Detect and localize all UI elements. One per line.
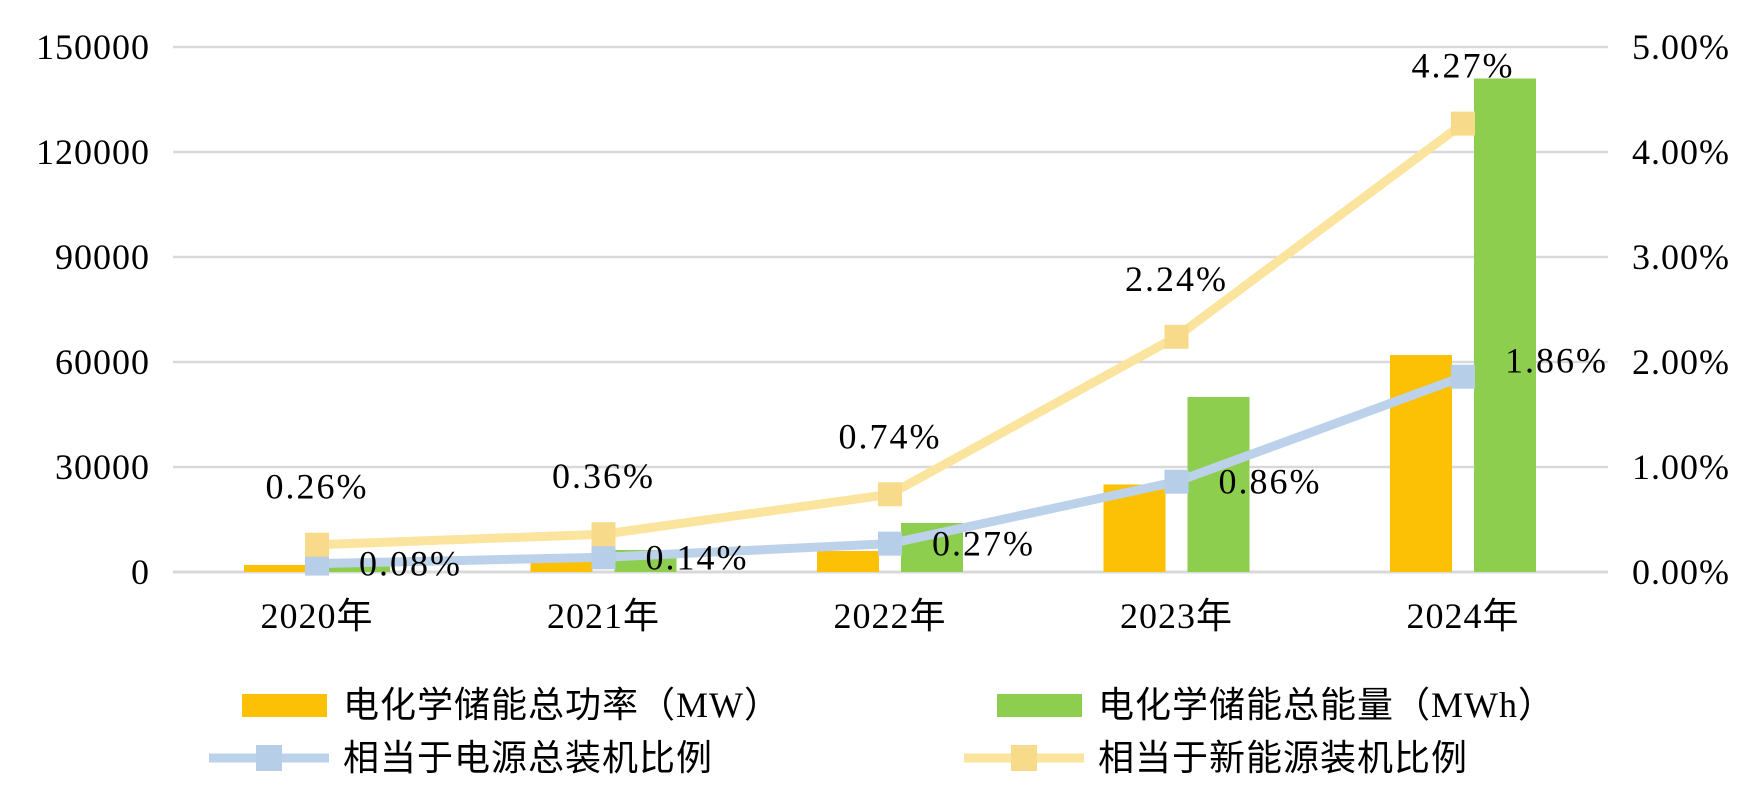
legend-marker-grid-capacity-ratio-line — [209, 735, 329, 781]
left-axis-tick-label: 30000 — [55, 447, 150, 487]
marker-grid-capacity-ratio-2022年 — [878, 531, 902, 556]
data-label-grid-capacity-ratio-2022年: 0.27% — [932, 524, 1035, 564]
bar-total-power-2022年 — [817, 551, 879, 572]
legend-swatch-total-energy-bar — [997, 693, 1082, 717]
marker-grid-capacity-ratio-2021年 — [591, 545, 616, 570]
marker-grid-capacity-ratio-2024年 — [1451, 364, 1475, 389]
legend-item-total-energy: 电化学储能总能量（MWh） — [997, 682, 1555, 728]
right-axis-tick-label: 4.00% — [1632, 132, 1730, 172]
legend-item-newenergy-capacity-ratio: 相当于新能源装机比例 — [964, 735, 1468, 781]
x-axis-tick-label: 2024年 — [1406, 596, 1519, 636]
right-axis-tick-label: 2.00% — [1632, 342, 1730, 382]
legend-item-total-power: 电化学储能总功率（MW） — [242, 682, 781, 728]
marker-newenergy-capacity-ratio-2020年 — [305, 532, 329, 557]
x-axis-tick-label: 2021年 — [547, 596, 660, 636]
marker-newenergy-capacity-ratio-2022年 — [878, 482, 902, 507]
legend-swatch-total-power-bar — [242, 693, 327, 717]
right-axis-tick-label: 1.00% — [1632, 447, 1730, 487]
right-axis-tick-label: 5.00% — [1632, 27, 1730, 67]
data-label-newenergy-capacity-ratio-2023年: 2.24% — [1125, 259, 1228, 299]
left-axis-tick-label: 150000 — [36, 27, 150, 67]
bar-total-energy-2023年 — [1187, 397, 1250, 572]
legend-item-grid-capacity-ratio: 相当于电源总装机比例 — [209, 735, 713, 781]
marker-grid-capacity-ratio-2023年 — [1164, 469, 1189, 494]
left-axis-tick-label: 0 — [131, 552, 150, 592]
bar-total-power-2020年 — [244, 565, 306, 572]
data-label-grid-capacity-ratio-2024年: 1.86% — [1505, 341, 1608, 381]
legend-square-marker-grid-capacity-ratio — [256, 745, 282, 771]
marker-newenergy-capacity-ratio-2023年 — [1164, 324, 1189, 349]
bar-total-energy-2020年 — [328, 563, 390, 572]
data-label-newenergy-capacity-ratio-2022年: 0.74% — [839, 416, 942, 456]
right-axis-tick-label: 3.00% — [1632, 237, 1730, 277]
data-label-newenergy-capacity-ratio-2021年: 0.36% — [552, 456, 655, 496]
x-axis-tick-label: 2020年 — [260, 596, 373, 636]
marker-newenergy-capacity-ratio-2024年 — [1451, 111, 1475, 136]
legend-label-total-energy: 电化学储能总能量（MWh） — [1098, 685, 1555, 725]
x-axis-tick-label: 2022年 — [833, 596, 946, 636]
right-axis-tick-label: 0.00% — [1632, 552, 1730, 592]
legend-square-marker-newenergy-capacity-ratio — [1011, 745, 1037, 771]
x-axis-tick-label: 2023年 — [1120, 596, 1233, 636]
left-axis-tick-label: 90000 — [55, 237, 150, 277]
data-label-newenergy-capacity-ratio-2020年: 0.26% — [266, 467, 369, 507]
legend-label-grid-capacity-ratio: 相当于电源总装机比例 — [343, 738, 714, 778]
left-axis-tick-label: 60000 — [55, 342, 150, 382]
data-label-grid-capacity-ratio-2020年: 0.08% — [359, 544, 462, 584]
bar-total-power-2021年 — [530, 561, 593, 572]
legend-label-total-power: 电化学储能总功率（MW） — [343, 685, 781, 725]
data-label-grid-capacity-ratio-2023年: 0.86% — [1219, 462, 1322, 502]
data-label-newenergy-capacity-ratio-2024年: 4.27% — [1412, 46, 1515, 86]
legend-label-newenergy-capacity-ratio: 相当于新能源装机比例 — [1098, 738, 1469, 778]
data-label-grid-capacity-ratio-2021年: 0.14% — [646, 537, 749, 577]
legend-marker-newenergy-capacity-ratio-line — [964, 735, 1084, 781]
marker-newenergy-capacity-ratio-2021年 — [591, 522, 616, 547]
left-axis-tick-label: 120000 — [36, 132, 150, 172]
bar-total-energy-2024年 — [1474, 78, 1536, 572]
